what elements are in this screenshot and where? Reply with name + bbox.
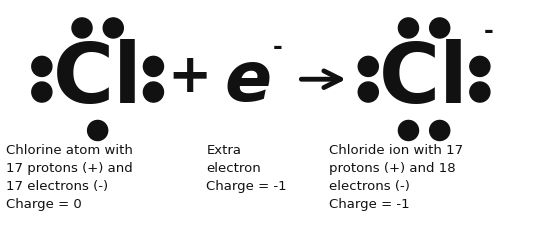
Ellipse shape [398,120,418,140]
Text: e: e [225,48,272,115]
Ellipse shape [470,82,490,102]
Ellipse shape [88,120,108,140]
Text: -: - [272,34,282,59]
Text: -: - [483,19,493,44]
Text: Cl: Cl [53,39,142,120]
Ellipse shape [103,18,123,38]
Ellipse shape [430,120,450,140]
Ellipse shape [470,56,490,76]
Text: Extra
electron
Charge = -1: Extra electron Charge = -1 [206,144,287,193]
Text: Chloride ion with 17
protons (+) and 18
electrons (-)
Charge = -1: Chloride ion with 17 protons (+) and 18 … [329,144,463,212]
Ellipse shape [32,82,52,102]
Text: Chlorine atom with
17 protons (+) and
17 electrons (-)
Charge = 0: Chlorine atom with 17 protons (+) and 17… [6,144,132,212]
Ellipse shape [143,82,163,102]
Ellipse shape [72,18,92,38]
Ellipse shape [430,18,450,38]
Ellipse shape [32,56,52,76]
Ellipse shape [358,82,378,102]
Text: Cl: Cl [379,39,469,120]
Ellipse shape [143,56,163,76]
Ellipse shape [358,56,378,76]
Ellipse shape [398,18,418,38]
Text: +: + [167,51,212,103]
